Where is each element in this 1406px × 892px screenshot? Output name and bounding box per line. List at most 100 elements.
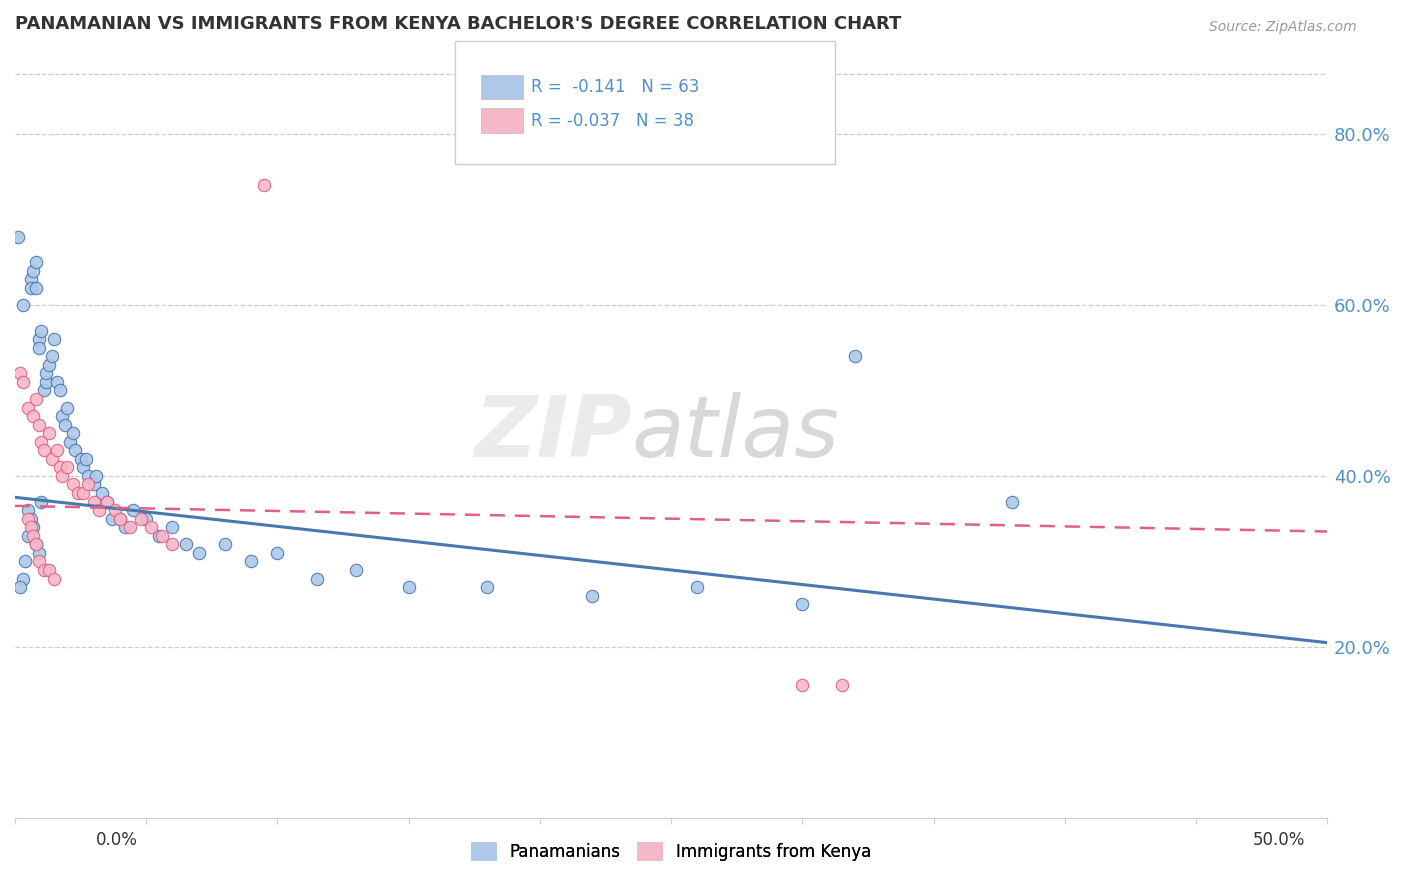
Point bbox=[72, 486, 94, 500]
Point bbox=[51, 469, 73, 483]
Point bbox=[66, 486, 89, 500]
Point bbox=[56, 460, 79, 475]
Point bbox=[240, 554, 263, 568]
Point bbox=[844, 349, 866, 363]
Point bbox=[174, 537, 197, 551]
Text: 50.0%: 50.0% bbox=[1253, 830, 1305, 848]
Point bbox=[96, 494, 118, 508]
Point bbox=[398, 580, 420, 594]
Point bbox=[27, 332, 49, 346]
Point bbox=[25, 392, 48, 406]
Point bbox=[22, 520, 45, 534]
Point bbox=[27, 554, 49, 568]
Point bbox=[53, 417, 76, 432]
Point bbox=[17, 401, 39, 415]
Point bbox=[162, 537, 184, 551]
Point bbox=[187, 546, 209, 560]
Point bbox=[69, 451, 91, 466]
Text: R =  -0.141   N = 63: R = -0.141 N = 63 bbox=[530, 78, 699, 96]
Point bbox=[17, 503, 39, 517]
Point bbox=[108, 511, 131, 525]
Point bbox=[831, 678, 853, 692]
Point bbox=[11, 572, 34, 586]
FancyBboxPatch shape bbox=[454, 41, 835, 164]
Point bbox=[11, 375, 34, 389]
Point bbox=[51, 409, 73, 423]
Point bbox=[150, 529, 173, 543]
Point bbox=[46, 443, 69, 458]
Point bbox=[20, 272, 42, 286]
Point bbox=[17, 511, 39, 525]
Point bbox=[129, 511, 152, 525]
Point bbox=[266, 546, 288, 560]
Point bbox=[101, 511, 124, 525]
Point bbox=[38, 426, 60, 441]
Point bbox=[20, 511, 42, 525]
Point bbox=[305, 572, 328, 586]
Point bbox=[7, 229, 30, 244]
Text: PANAMANIAN VS IMMIGRANTS FROM KENYA BACHELOR'S DEGREE CORRELATION CHART: PANAMANIAN VS IMMIGRANTS FROM KENYA BACH… bbox=[15, 15, 901, 33]
Point bbox=[59, 434, 82, 449]
Point bbox=[77, 477, 100, 491]
Point bbox=[792, 678, 814, 692]
Point bbox=[65, 443, 87, 458]
Point bbox=[108, 511, 131, 525]
Point bbox=[41, 349, 63, 363]
Point bbox=[87, 503, 110, 517]
Point bbox=[62, 477, 84, 491]
Point bbox=[214, 537, 236, 551]
Point bbox=[35, 367, 58, 381]
Text: ZIP: ZIP bbox=[474, 392, 631, 475]
Point bbox=[32, 443, 55, 458]
Text: Source: ZipAtlas.com: Source: ZipAtlas.com bbox=[1209, 20, 1357, 34]
Point bbox=[62, 426, 84, 441]
Point bbox=[8, 367, 31, 381]
Point bbox=[1001, 494, 1024, 508]
Point bbox=[135, 511, 157, 525]
FancyBboxPatch shape bbox=[481, 75, 523, 99]
Point bbox=[477, 580, 499, 594]
Point bbox=[20, 281, 42, 295]
Text: R = -0.037   N = 38: R = -0.037 N = 38 bbox=[530, 112, 693, 129]
Point bbox=[38, 563, 60, 577]
Point bbox=[77, 469, 100, 483]
Point bbox=[30, 324, 52, 338]
Point bbox=[32, 384, 55, 398]
Point bbox=[25, 255, 48, 269]
Point bbox=[17, 529, 39, 543]
Point bbox=[35, 375, 58, 389]
Point bbox=[253, 178, 276, 193]
Point bbox=[25, 537, 48, 551]
Point bbox=[96, 494, 118, 508]
Point bbox=[32, 563, 55, 577]
Point bbox=[27, 341, 49, 355]
Point bbox=[27, 417, 49, 432]
Point bbox=[56, 401, 79, 415]
Point bbox=[114, 520, 136, 534]
Point bbox=[22, 409, 45, 423]
Point bbox=[11, 298, 34, 312]
Point bbox=[25, 537, 48, 551]
Point bbox=[38, 358, 60, 372]
Point bbox=[86, 469, 108, 483]
Point bbox=[344, 563, 367, 577]
Point bbox=[90, 486, 112, 500]
Point bbox=[581, 589, 603, 603]
Point bbox=[30, 494, 52, 508]
Point bbox=[20, 520, 42, 534]
Point bbox=[120, 520, 142, 534]
FancyBboxPatch shape bbox=[481, 109, 523, 133]
Point bbox=[25, 281, 48, 295]
Legend: Panamanians, Immigrants from Kenya: Panamanians, Immigrants from Kenya bbox=[464, 836, 877, 867]
Point bbox=[162, 520, 184, 534]
Point bbox=[792, 597, 814, 611]
Point bbox=[14, 554, 37, 568]
Point bbox=[30, 434, 52, 449]
Point bbox=[44, 332, 66, 346]
Point bbox=[104, 503, 127, 517]
Point bbox=[75, 451, 97, 466]
Point bbox=[22, 264, 45, 278]
Point bbox=[46, 375, 69, 389]
Point bbox=[122, 503, 145, 517]
Point bbox=[22, 529, 45, 543]
